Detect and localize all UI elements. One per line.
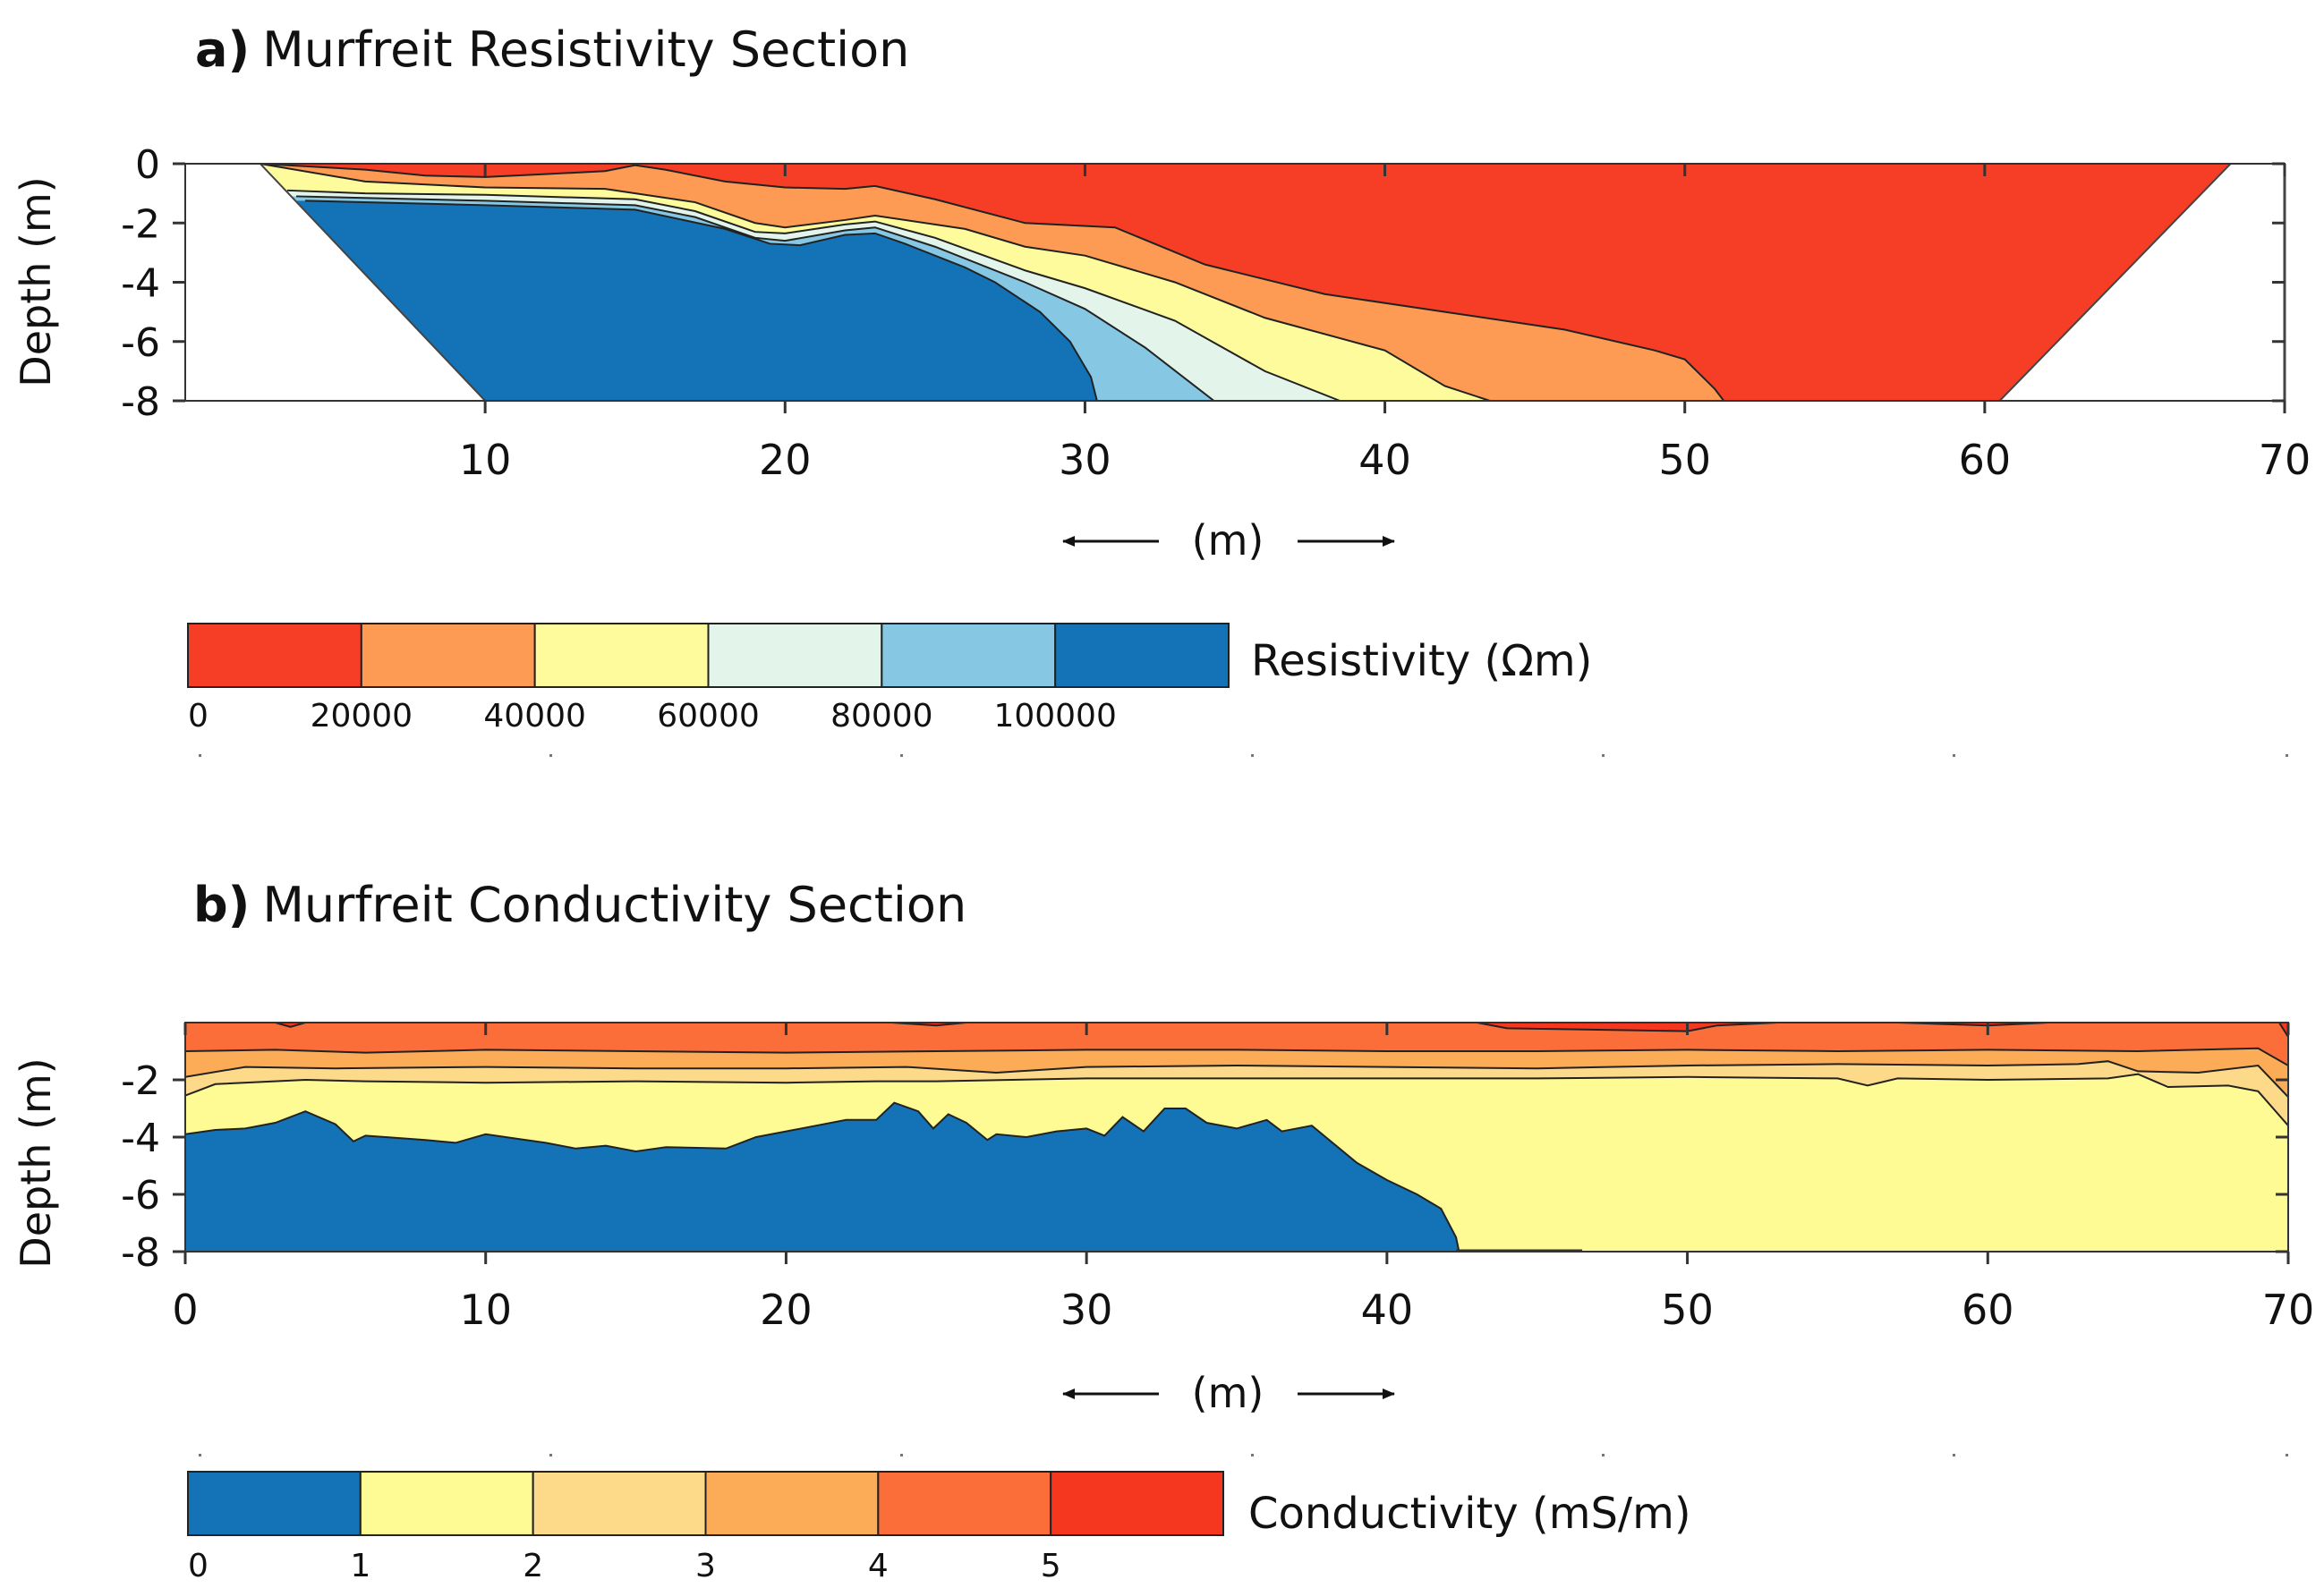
- panel-a-layers: [260, 164, 1725, 401]
- colorbar-tick-label: 1: [350, 1548, 370, 1584]
- x-tick-label: 10: [459, 1286, 512, 1334]
- y-tick-label: 0: [135, 142, 160, 188]
- panel-b-ylabel: Depth (m): [12, 1057, 60, 1268]
- panel-a-ticks: 10 20 30 40 50 60 70 0 -2 -4 -6 -8: [121, 142, 2311, 484]
- colorbar-tick-label: 0: [188, 698, 209, 735]
- x-tick-label: 40: [1361, 1286, 1414, 1334]
- x-tick-label: 70: [2262, 1286, 2315, 1334]
- panel-a-contours: [259, 164, 2233, 401]
- colorbar-tick-label: 4: [868, 1548, 889, 1584]
- panel-a-plot: 10 20 30 40 50 60 70 0 -2 -4 -6 -8: [121, 142, 2311, 484]
- y-tick-label: -6: [121, 1173, 160, 1219]
- y-tick-label: -4: [121, 1116, 160, 1161]
- colorbar-swatch: [187, 623, 362, 688]
- separator-dots: [199, 754, 2288, 1456]
- colorbar-swatch: [1050, 1471, 1224, 1536]
- panel-b-colorbar: 0 1 2 3 4 5: [187, 1471, 1224, 1584]
- panel-a-colorbar-label: Resistivity (Ωm): [1251, 636, 1592, 686]
- panel-a: a) Murfreit Resistivity Section 10 20 30 40 5…: [12, 21, 2311, 735]
- colorbar-swatch: [1054, 623, 1230, 688]
- y-tick-label: -4: [121, 261, 160, 307]
- x-tick-label: 30: [1059, 436, 1111, 484]
- contour-line: [185, 1101, 1460, 1252]
- colorbar-swatch: [532, 1471, 707, 1536]
- panel-b-plot: 0 10 20 30 40 50 60 70 -2 -4 -6 -8: [121, 1022, 2314, 1334]
- colorbar-tick-label: 0: [188, 1548, 209, 1584]
- contour-line: [185, 1047, 2288, 1066]
- x-tick-label: 40: [1358, 436, 1411, 484]
- colorbar-tick-label: 3: [695, 1548, 716, 1584]
- colorbar-swatch: [360, 623, 536, 688]
- x-tick-label: 60: [1962, 1286, 2014, 1334]
- colorbar-tick-label: 60000: [657, 698, 760, 735]
- x-tick-label: 70: [2259, 436, 2311, 484]
- contour-line: [286, 189, 1341, 401]
- panel-a-title: a) Murfreit Resistivity Section: [195, 21, 909, 78]
- colorbar-swatch: [533, 623, 710, 688]
- colorbar-tick-label: 40000: [483, 698, 586, 735]
- colorbar-swatch: [877, 1471, 1052, 1536]
- panel-a-letter: a): [195, 21, 250, 78]
- panel-b-xlabel-group: (m): [1062, 1369, 1395, 1417]
- colorbar-swatch: [881, 623, 1057, 688]
- contour-line: [185, 1060, 2288, 1098]
- colorbar-tick-label: 20000: [311, 698, 413, 735]
- x-tick-label: 20: [760, 1286, 813, 1334]
- colorbar-swatch: [704, 1471, 880, 1536]
- panel-b-contours: [185, 1023, 2288, 1252]
- panel-a-title-text: Murfreit Resistivity Section: [262, 21, 909, 78]
- panel-a-ylabel: Depth (m): [12, 176, 60, 386]
- panel-b-ticks: 0 10 20 30 40 50 60 70 -2 -4 -6 -8: [121, 1023, 2314, 1334]
- contour-line: [185, 1073, 2288, 1126]
- panel-a-extent-outline: [259, 164, 2233, 401]
- contour-line: [260, 164, 1725, 401]
- colorbar-swatch: [707, 623, 883, 688]
- panel-b-colorbar-label: Conductivity (mS/m): [1248, 1489, 1691, 1539]
- colorbar-tick-label: 2: [523, 1548, 543, 1584]
- y-tick-label: -2: [121, 201, 160, 247]
- y-tick-label: -8: [121, 379, 160, 425]
- panel-b-title-text: Murfreit Conductivity Section: [262, 877, 966, 933]
- panel-a-xlabel: (m): [1192, 516, 1264, 565]
- contour-line: [295, 195, 1215, 401]
- y-tick-label: -8: [121, 1230, 160, 1276]
- y-tick-label: -6: [121, 320, 160, 366]
- x-tick-label: 50: [1658, 436, 1711, 484]
- panel-b-letter: b): [193, 877, 250, 933]
- contour-line: [260, 164, 1491, 401]
- panel-b-xlabel: (m): [1192, 1369, 1264, 1417]
- panel-a-xlabel-group: (m): [1062, 516, 1395, 565]
- x-tick-label: 30: [1060, 1286, 1113, 1334]
- y-tick-label: -2: [121, 1058, 160, 1104]
- region-4-5: [185, 1023, 2288, 1066]
- x-tick-label: 0: [172, 1286, 198, 1334]
- colorbar-tick-label: 5: [1041, 1548, 1061, 1584]
- colorbar-swatch: [359, 1471, 534, 1536]
- panel-a-colorbar: 0 20000 40000 60000 80000 100000: [187, 623, 1230, 735]
- contour-line: [305, 200, 1098, 401]
- x-tick-label: 60: [1959, 436, 2012, 484]
- colorbar-tick-label: 100000: [993, 698, 1116, 735]
- contour-line: [275, 1023, 2288, 1038]
- x-tick-label: 10: [459, 436, 512, 484]
- colorbar-tick-label: 80000: [830, 698, 933, 735]
- x-tick-label: 50: [1661, 1286, 1714, 1334]
- panel-b: b) Murfreit Conductivity Section 0 10 20 30 4…: [12, 877, 2314, 1584]
- panel-b-title: b) Murfreit Conductivity Section: [193, 877, 966, 933]
- colorbar-swatch: [187, 1471, 362, 1536]
- x-tick-label: 20: [759, 436, 812, 484]
